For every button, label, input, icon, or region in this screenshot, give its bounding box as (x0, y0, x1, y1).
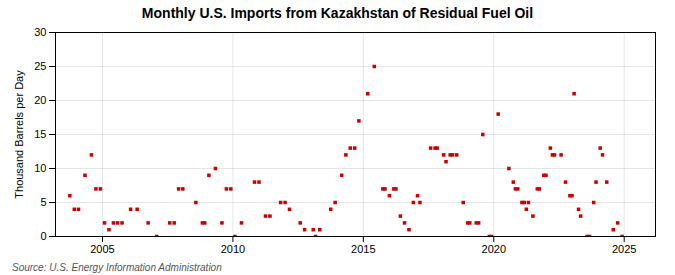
svg-text:25: 25 (34, 60, 46, 72)
svg-text:2005: 2005 (90, 243, 114, 255)
svg-text:15: 15 (34, 128, 46, 140)
svg-text:5: 5 (40, 196, 46, 208)
svg-text:20: 20 (34, 94, 46, 106)
svg-text:2025: 2025 (612, 243, 636, 255)
svg-text:Thousand Barrels per Day: Thousand Barrels per Day (13, 70, 25, 199)
svg-text:10: 10 (34, 162, 46, 174)
svg-text:2015: 2015 (351, 243, 375, 255)
html-text:Source: U.S. Energy Informatio: Source: U.S. Energy Information Administ… (12, 262, 222, 273)
svg-text:30: 30 (34, 26, 46, 38)
svg-text:2010: 2010 (221, 243, 245, 255)
svg-text:2020: 2020 (482, 243, 506, 255)
html-text:Monthly U.S. Imports from Kaza: Monthly U.S. Imports from Kazakhstan of … (141, 5, 534, 21)
svg-text:0: 0 (40, 230, 46, 242)
